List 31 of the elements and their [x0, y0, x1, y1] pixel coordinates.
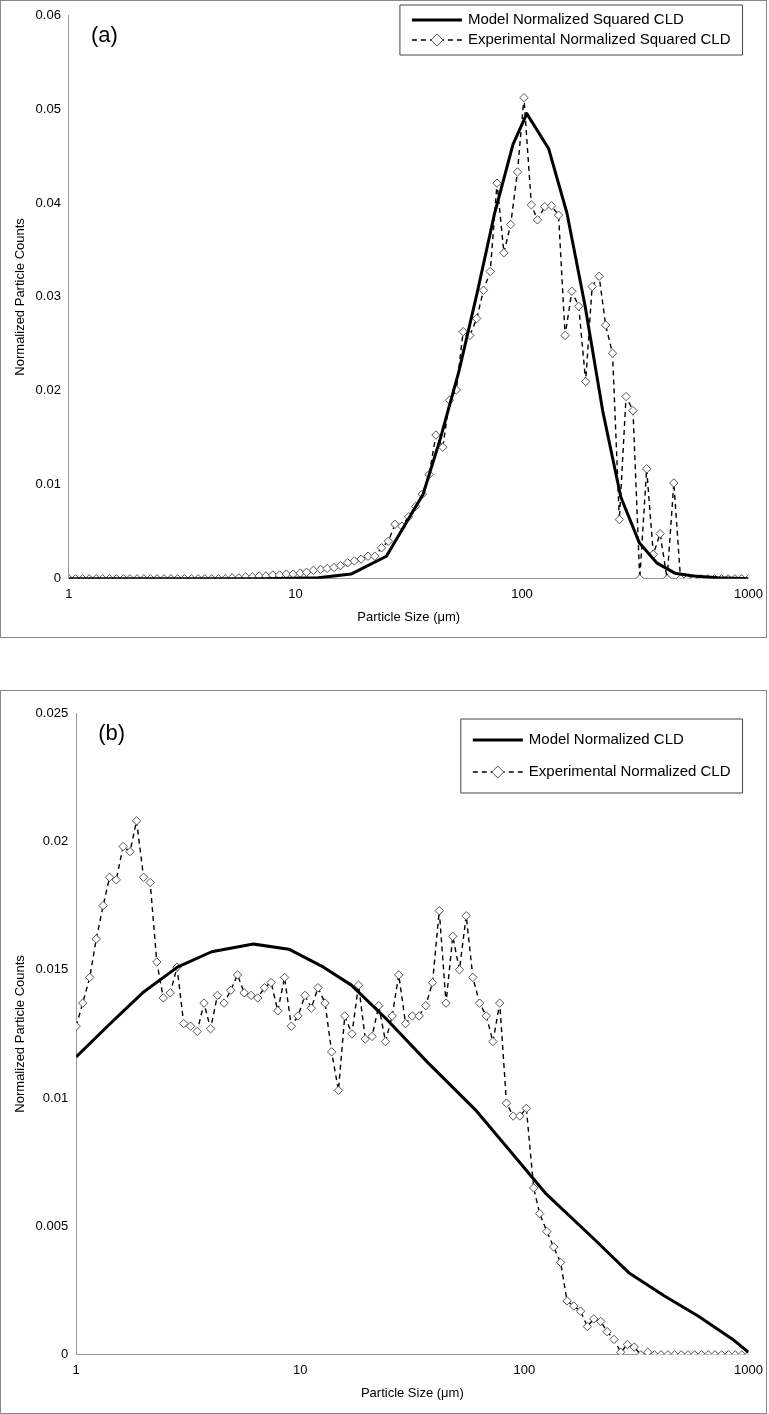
annotation: (a) — [90, 22, 118, 48]
y-tick-label: 0.01 — [42, 1089, 69, 1105]
x-tick-label: 1000 — [734, 586, 763, 602]
x-tick-label: 100 — [511, 586, 533, 602]
x-axis-title: Particle Size (μm) — [357, 608, 461, 624]
y-tick-label: 0.005 — [35, 1218, 69, 1234]
x-tick-label: 1 — [72, 1362, 80, 1378]
y-tick-label: 0.015 — [35, 961, 69, 977]
legend-label: Experimental Normalized Squared CLD — [467, 30, 731, 48]
x-tick-label: 1000 — [734, 1362, 763, 1378]
y-tick-label: 0.03 — [35, 288, 61, 304]
x-tick-label: 100 — [513, 1362, 536, 1378]
y-tick-label: 0.05 — [35, 100, 61, 116]
x-tick-label: 1 — [65, 586, 73, 602]
y-tick-label: 0.01 — [35, 476, 61, 492]
y-tick-label: 0 — [53, 570, 61, 586]
x-tick-label: 10 — [293, 1362, 308, 1378]
annotation: (b) — [98, 720, 126, 746]
y-axis-title: Normalized Particle Counts — [12, 954, 28, 1113]
y-tick-label: 0.02 — [42, 832, 69, 848]
x-axis-title: Particle Size (μm) — [360, 1384, 464, 1400]
legend-label: Model Normalized Squared CLD — [467, 10, 685, 28]
y-tick-label: 0 — [60, 1346, 69, 1362]
legend-label: Model Normalized CLD — [528, 730, 685, 748]
y-tick-label: 0.02 — [35, 382, 61, 398]
y-tick-label: 0.06 — [35, 6, 61, 22]
y-tick-label: 0.04 — [35, 194, 61, 210]
y-tick-label: 0.025 — [35, 704, 69, 720]
legend-label: Experimental Normalized CLD — [528, 762, 731, 780]
x-tick-label: 10 — [288, 586, 303, 602]
y-axis-title: Normalized Particle Counts — [12, 217, 28, 376]
